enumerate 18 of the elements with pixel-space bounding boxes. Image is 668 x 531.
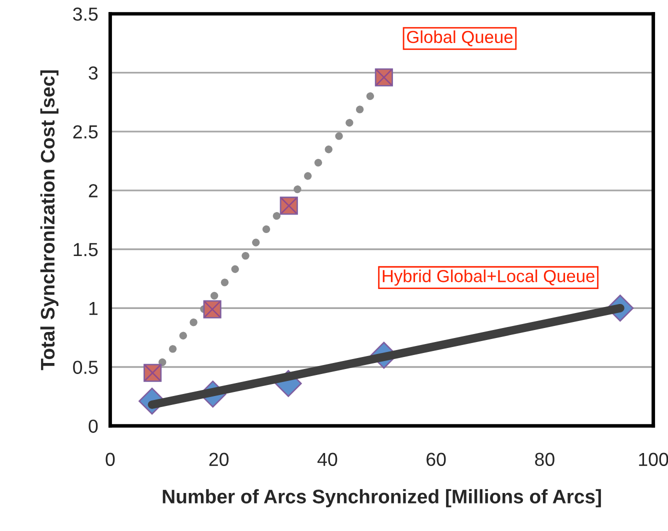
y-tick-label: 0 <box>88 420 98 433</box>
x-tick-label: 80 <box>535 452 554 466</box>
x-tick-label: 20 <box>209 452 229 466</box>
y-tick-label: 2 <box>88 184 98 198</box>
y-tick-label: 3.5 <box>73 8 98 21</box>
x-tick-label: 40 <box>317 452 338 466</box>
series-label: Hybrid Global+Local Queue <box>382 269 594 286</box>
y-tick-label: 2.5 <box>73 125 98 139</box>
y-tick-label: 0.5 <box>73 360 98 374</box>
y-axis-title: Total Synchronization Cost [sec] <box>40 70 58 370</box>
y-tick-label: 1.5 <box>74 243 98 256</box>
x-axis-title: Number of Arcs Synchronized [Millions of Arcs] <box>162 489 601 508</box>
y-tick-label: 3 <box>88 66 98 80</box>
x-tick-label: 100 <box>639 452 668 466</box>
series-label: Global Queue <box>407 30 513 46</box>
x-tick-label: 0 <box>106 452 115 466</box>
y-tick-label: 1 <box>89 302 98 315</box>
x-tick-label: 60 <box>426 452 446 466</box>
